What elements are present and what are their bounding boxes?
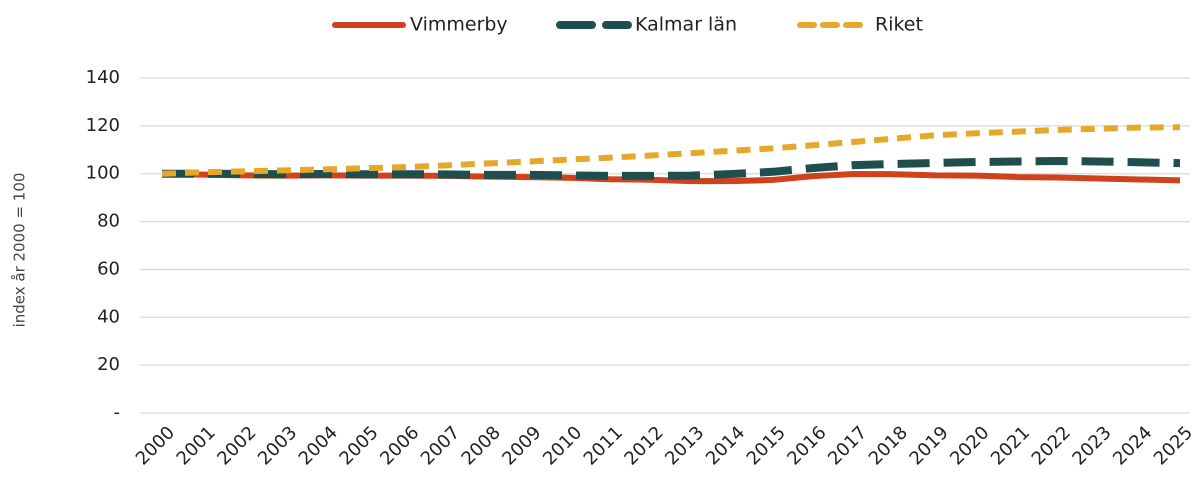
x-tick-label: 2000 xyxy=(132,422,179,469)
y-tick-label: 40 xyxy=(97,306,120,327)
x-tick-label: 2025 xyxy=(1150,422,1192,469)
y-tick-label: 80 xyxy=(97,211,120,232)
x-tick-label: 2004 xyxy=(295,422,342,469)
y-tick-label: 140 xyxy=(86,67,120,88)
x-tick-label: 2021 xyxy=(987,422,1034,469)
x-tick-label: 2024 xyxy=(1109,422,1156,469)
x-tick-label: 2018 xyxy=(865,422,912,469)
x-tick-label: 2023 xyxy=(1068,422,1115,469)
x-tick-label: 2015 xyxy=(743,422,790,469)
y-tick-label: 100 xyxy=(86,163,120,184)
y-tick-label: 120 xyxy=(86,115,120,136)
y-tick-label: 20 xyxy=(97,354,120,375)
y-axis-label: index år 2000 = 100 xyxy=(11,173,29,328)
x-tick-label: 2008 xyxy=(458,422,505,469)
x-tick-label: 2001 xyxy=(173,422,220,469)
legend-label: Kalmar län xyxy=(635,14,737,36)
x-tick-label: 2016 xyxy=(783,422,830,469)
x-tick-label: 2010 xyxy=(539,422,586,469)
x-tick-label: 2020 xyxy=(946,422,993,469)
legend-label: Riket xyxy=(875,14,923,36)
x-tick-label: 2014 xyxy=(702,422,749,469)
series-line xyxy=(162,157,1181,180)
x-tick-label: 2022 xyxy=(1028,422,1075,469)
y-tick-label: - xyxy=(114,402,121,423)
x-tick-label: 2017 xyxy=(824,422,871,469)
x-tick-label: 2012 xyxy=(620,422,667,469)
x-tick-label: 2006 xyxy=(376,422,423,469)
x-tick-label: 2013 xyxy=(661,422,708,469)
x-tick-label: 2011 xyxy=(580,422,627,469)
x-tick-label: 2007 xyxy=(417,422,464,469)
x-tick-label: 2003 xyxy=(254,422,301,469)
series-line xyxy=(161,124,1181,177)
x-tick-label: 2002 xyxy=(213,422,260,469)
x-tick-label: 2005 xyxy=(335,422,382,469)
x-tick-label: 2009 xyxy=(498,422,545,469)
legend-label: Vimmerby xyxy=(410,14,508,36)
x-tick-label: 2019 xyxy=(906,422,953,469)
y-tick-label: 60 xyxy=(97,258,120,279)
